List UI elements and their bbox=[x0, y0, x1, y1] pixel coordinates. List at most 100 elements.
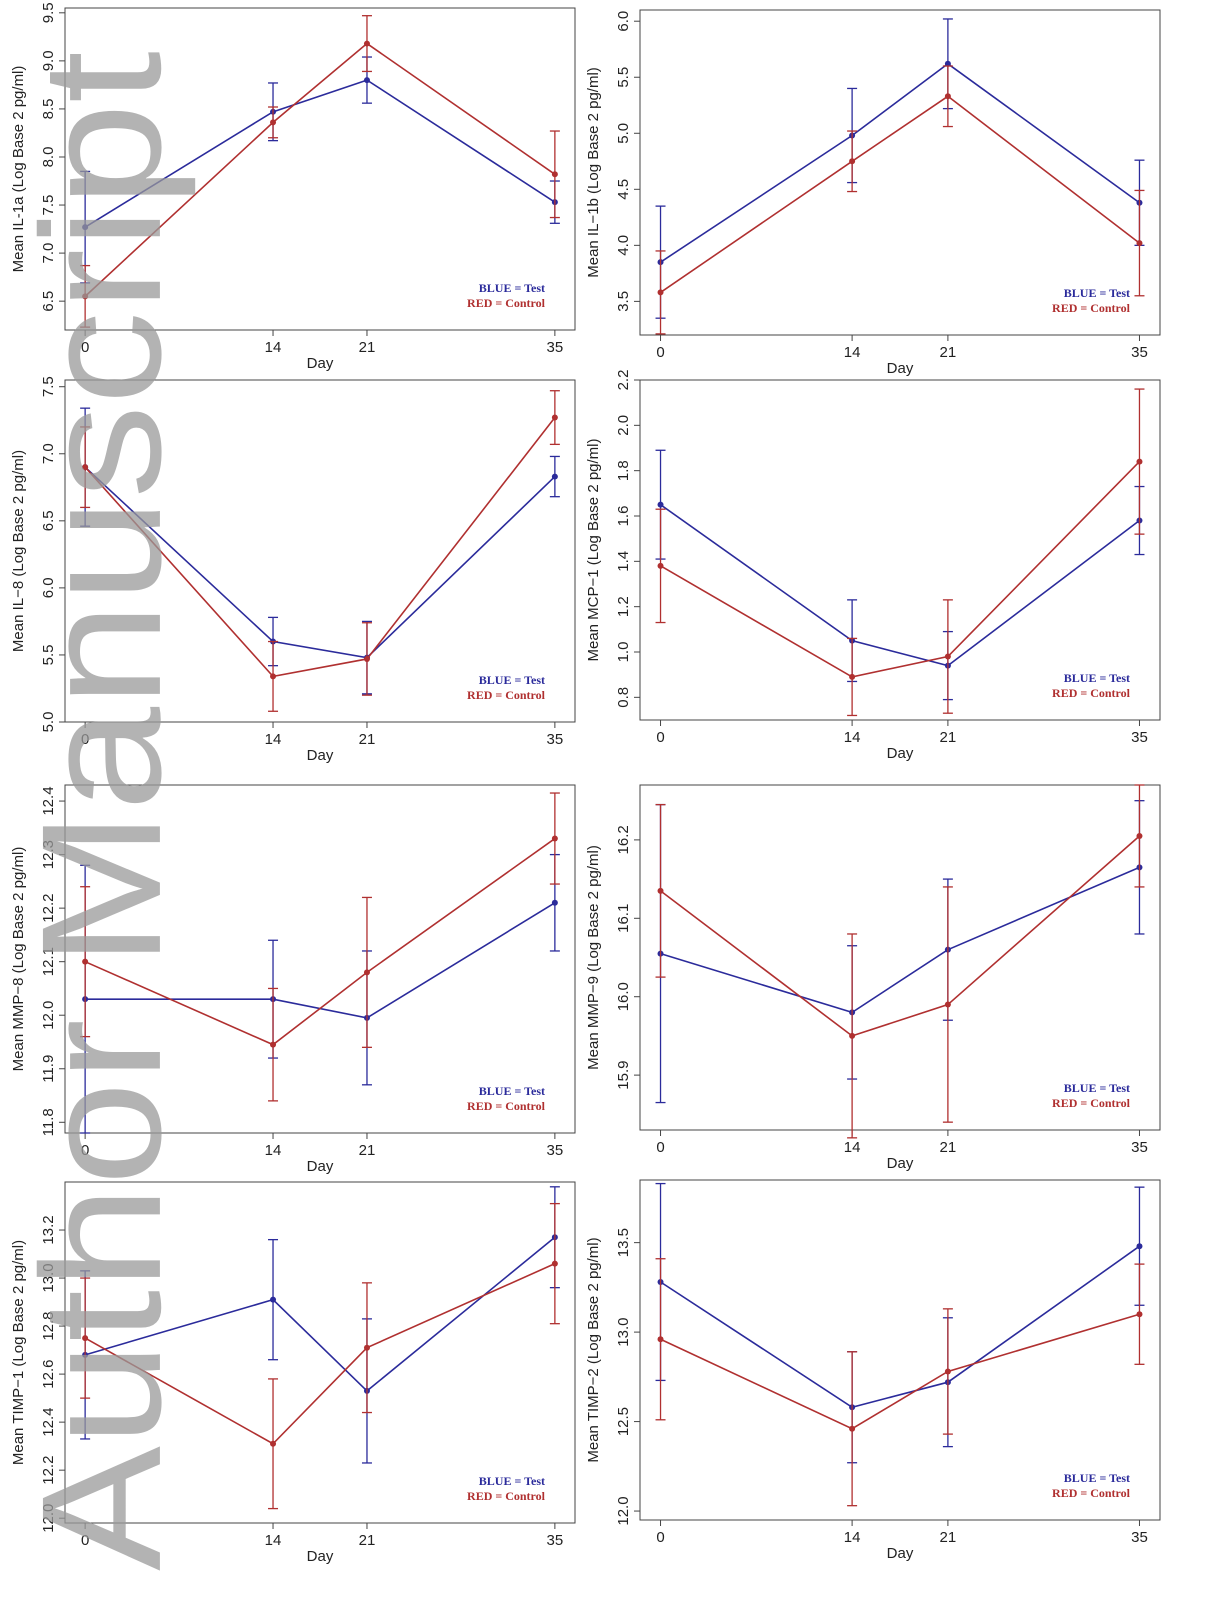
panels: 6.5 7.0 7.5 8.0 8.5 9.0 9.5 0 14 21 35 Day Mean IL-1… bbox=[10, 2, 1161, 1565]
y-axis-label: Mean IL−1b (Log Base 2 pg/ml) bbox=[585, 67, 602, 278]
y-tick-label: 13.0 bbox=[40, 1263, 57, 1292]
y-tick-label: 6.0 bbox=[40, 577, 57, 598]
point bbox=[82, 464, 89, 471]
x-tick-label: 35 bbox=[547, 1532, 564, 1549]
x-tick-label: 14 bbox=[265, 339, 282, 356]
x-axis-label: Day bbox=[887, 1545, 914, 1562]
point bbox=[363, 77, 370, 84]
legend-entry: BLUE = Test bbox=[1064, 286, 1130, 300]
series-line bbox=[84, 837, 556, 1046]
series-line bbox=[84, 1236, 556, 1392]
point bbox=[1136, 832, 1143, 839]
x-tick-label: 14 bbox=[844, 1139, 861, 1156]
y-tick-label: 1.4 bbox=[615, 551, 632, 572]
x-axis-label: Day bbox=[307, 355, 334, 372]
y-tick-label: 1.6 bbox=[615, 506, 632, 527]
x-tick-label: 35 bbox=[1131, 1529, 1148, 1546]
y-tick-label: 1.8 bbox=[615, 460, 632, 481]
x-tick-label: 0 bbox=[81, 1532, 89, 1549]
y-tick-label: 7.5 bbox=[40, 195, 57, 216]
x-tick-label: 35 bbox=[1131, 344, 1148, 361]
x-tick-label: 0 bbox=[81, 731, 89, 748]
series-line bbox=[660, 62, 1140, 263]
legend-entry: RED = Control bbox=[467, 296, 546, 310]
y-tick-label: 11.8 bbox=[40, 1108, 57, 1136]
x-tick-label: 35 bbox=[1131, 729, 1148, 746]
point bbox=[270, 1041, 277, 1048]
y-tick-label: 6.0 bbox=[615, 11, 632, 32]
y-tick-label: 16.1 bbox=[615, 904, 632, 933]
x-tick-label: 14 bbox=[844, 1529, 861, 1546]
point bbox=[270, 673, 277, 680]
legend-entry: RED = Control bbox=[1052, 1486, 1131, 1500]
series-line bbox=[660, 866, 1140, 1014]
y-tick-label: 13.2 bbox=[40, 1215, 57, 1244]
y-tick-label: 12.2 bbox=[40, 1456, 57, 1485]
x-tick-label: 0 bbox=[656, 344, 664, 361]
point bbox=[270, 1440, 277, 1447]
legend-entry: BLUE = Test bbox=[479, 1474, 545, 1488]
y-tick-label: 13.0 bbox=[615, 1318, 632, 1347]
point bbox=[657, 1336, 664, 1343]
plot-frame bbox=[639, 784, 1161, 1131]
plot-frame bbox=[639, 1179, 1161, 1521]
y-tick-label: 9.0 bbox=[40, 50, 57, 71]
x-tick-label: 35 bbox=[547, 339, 564, 356]
y-axis-label: Mean IL-1a (Log Base 2 pg/ml) bbox=[10, 66, 27, 273]
plot-frame bbox=[64, 784, 576, 1134]
plot-frame bbox=[639, 379, 1161, 721]
legend-entry: BLUE = Test bbox=[479, 673, 545, 687]
point bbox=[270, 119, 277, 126]
point bbox=[657, 289, 664, 296]
series-line bbox=[84, 466, 556, 659]
legend-entry: RED = Control bbox=[467, 688, 546, 702]
y-tick-label: 4.0 bbox=[615, 235, 632, 256]
series-line bbox=[84, 79, 556, 228]
x-tick-label: 0 bbox=[656, 729, 664, 746]
point bbox=[944, 60, 951, 67]
y-tick-label: 1.2 bbox=[615, 596, 632, 617]
y-tick-label: 7.0 bbox=[40, 243, 57, 264]
y-tick-label: 3.5 bbox=[615, 291, 632, 312]
series-line bbox=[84, 42, 556, 297]
y-axis-label: Mean MMP−9 (Log Base 2 pg/ml) bbox=[585, 845, 602, 1070]
plot-frame bbox=[64, 379, 576, 723]
y-tick-label: 12.0 bbox=[40, 1001, 57, 1030]
point bbox=[944, 653, 951, 660]
y-tick-label: 1.0 bbox=[615, 642, 632, 663]
point bbox=[849, 1032, 856, 1039]
y-axis-label: Mean MMP−8 (Log Base 2 pg/ml) bbox=[10, 847, 27, 1072]
point bbox=[849, 673, 856, 680]
x-tick-label: 21 bbox=[940, 1529, 957, 1546]
y-tick-label: 4.5 bbox=[615, 179, 632, 200]
x-tick-label: 0 bbox=[81, 1142, 89, 1159]
y-tick-label: 12.4 bbox=[40, 786, 57, 815]
legend-entry: RED = Control bbox=[1052, 301, 1131, 315]
legend-entry: RED = Control bbox=[467, 1099, 546, 1113]
x-tick-label: 21 bbox=[940, 1139, 957, 1156]
y-tick-label: 5.5 bbox=[615, 67, 632, 88]
x-tick-label: 21 bbox=[940, 344, 957, 361]
legend-entry: BLUE = Test bbox=[1064, 1471, 1130, 1485]
y-tick-label: 13.5 bbox=[615, 1228, 632, 1257]
y-tick-label: 16.2 bbox=[615, 825, 632, 854]
y-tick-label: 6.5 bbox=[40, 291, 57, 312]
x-axis-label: Day bbox=[887, 745, 914, 762]
point bbox=[363, 40, 370, 47]
y-tick-label: 9.5 bbox=[40, 2, 57, 23]
point bbox=[551, 1260, 558, 1267]
watermark: Author Manuscript bbox=[7, 51, 197, 1571]
y-tick-label: 12.6 bbox=[40, 1360, 57, 1389]
legend-entry: RED = Control bbox=[467, 1489, 546, 1503]
x-tick-label: 21 bbox=[359, 1142, 376, 1159]
point bbox=[82, 224, 89, 231]
y-tick-label: 12.8 bbox=[40, 1311, 57, 1340]
point bbox=[657, 887, 664, 894]
x-tick-label: 0 bbox=[656, 1529, 664, 1546]
point bbox=[944, 1368, 951, 1375]
y-tick-label: 7.0 bbox=[40, 443, 57, 464]
y-tick-label: 15.9 bbox=[615, 1061, 632, 1090]
legend-entry: BLUE = Test bbox=[479, 1084, 545, 1098]
y-tick-label: 5.5 bbox=[40, 645, 57, 666]
point bbox=[1136, 240, 1143, 247]
